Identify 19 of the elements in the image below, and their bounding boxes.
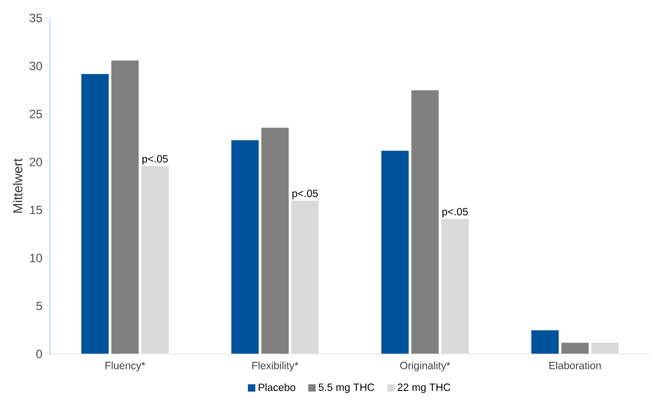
y-tick-label: 15 <box>30 206 42 214</box>
y-tick-label: 0 <box>36 350 42 358</box>
y-tick-label: 20 <box>30 158 42 166</box>
x-tick-label: Originality* <box>400 362 450 372</box>
y-axis-title: Mittelwert <box>12 158 22 213</box>
x-tick-label: Elaboration <box>549 362 601 370</box>
y-tick-label: 35 <box>30 14 42 22</box>
y-tick-label: 5 <box>36 302 42 310</box>
y-tick-label: 30 <box>30 62 42 70</box>
legend-label: Placebo <box>258 383 296 392</box>
annotation: p<.05 <box>442 208 468 218</box>
y-tick-label: 10 <box>30 254 42 262</box>
y-tick-label: 25 <box>30 110 42 118</box>
annotation: p<.05 <box>142 155 168 165</box>
legend-label: 22 mg THC <box>398 384 450 393</box>
x-tick-label: Flexibility* <box>252 362 298 372</box>
legend-label: 5.5 mg THC <box>318 384 374 393</box>
annotation: p<.05 <box>292 190 318 200</box>
x-tick-label: Fluency* <box>106 362 146 372</box>
